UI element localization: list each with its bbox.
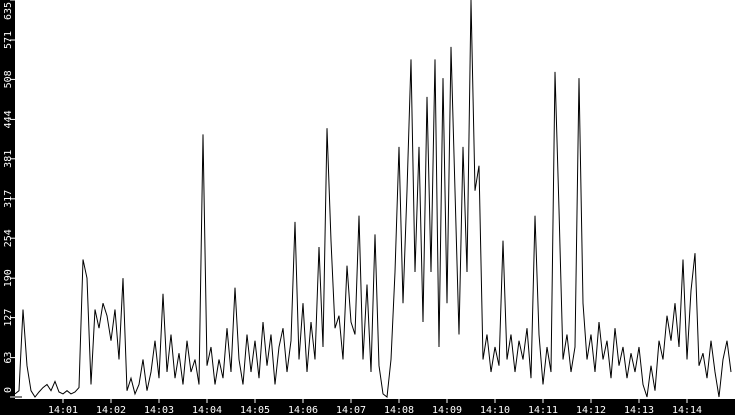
x-tick-label: 14:14 (672, 405, 702, 415)
x-tick-label: 14:09 (432, 405, 462, 415)
x-tick-label: 14:01 (48, 405, 78, 415)
y-tick-label: 508 (3, 70, 14, 88)
y-tick-label: 444 (3, 110, 14, 128)
y-tick-label: 190 (3, 269, 14, 287)
x-tick-label: 14:03 (144, 405, 174, 415)
x-tick-label: 14:13 (624, 405, 654, 415)
y-tick-label: 63 (3, 352, 14, 364)
y-tick-label: 254 (3, 229, 14, 247)
series-line (14, 0, 732, 398)
x-tick-label: 14:12 (576, 405, 606, 415)
y-tick-label: 317 (3, 190, 14, 208)
y-axis: 0 63 127 190 254 317 381 444 508 571 635 (3, 0, 15, 398)
x-tick-label: 14:11 (528, 405, 558, 415)
x-tick-label: 14:04 (192, 405, 222, 415)
x-tick-label: 14:08 (384, 405, 414, 415)
x-tick-label: 14:02 (96, 405, 126, 415)
y-tick-label: 635 (3, 2, 14, 20)
x-tick-label: 14:07 (336, 405, 366, 415)
x-tick-label: 14:05 (240, 405, 270, 415)
y-tick-label: 381 (3, 150, 14, 168)
y-tick-label: 0 (3, 387, 14, 393)
x-tick-label: 14:10 (480, 405, 510, 415)
x-axis: 14:01 14:02 14:03 14:04 14:05 14:06 14:07 14:08… (15, 396, 702, 415)
y-tick-label: 127 (3, 309, 14, 327)
plot-area (15, 0, 735, 399)
y-tick-label: 571 (3, 31, 14, 49)
x-tick-label: 14:06 (288, 405, 318, 415)
